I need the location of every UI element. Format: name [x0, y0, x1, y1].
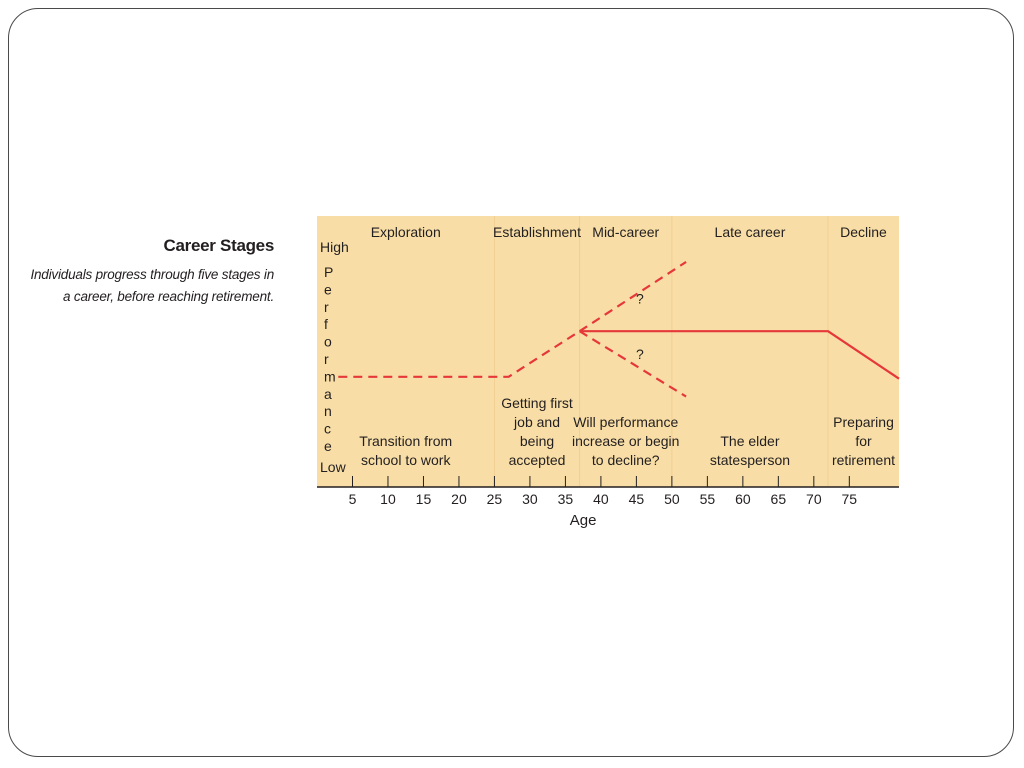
stage-label: Establishment [493, 224, 581, 240]
stage-description-line: statesperson [710, 452, 790, 468]
y-axis-letter: P [324, 264, 333, 280]
x-axis-tick-label: 5 [349, 491, 357, 507]
x-axis-tick-label: 60 [735, 491, 751, 507]
stage-description-line: Will performance [573, 414, 678, 430]
stage-description-line: for [855, 433, 872, 449]
y-axis-letter: c [324, 421, 331, 437]
stage-description-line: to decline? [592, 452, 660, 468]
x-axis-tick-label: 40 [593, 491, 609, 507]
x-axis-label: Age [570, 512, 597, 529]
x-axis-tick-label: 10 [380, 491, 396, 507]
x-axis-tick-label: 55 [700, 491, 716, 507]
stage-description-line: job and [513, 414, 560, 430]
y-axis-letter: r [324, 351, 329, 367]
x-axis-tick-label: 65 [771, 491, 787, 507]
stage-label: Late career [715, 224, 786, 240]
stage-description-line: increase or begin [572, 433, 679, 449]
x-axis-tick-label: 15 [416, 491, 432, 507]
x-axis-tick-label: 45 [629, 491, 645, 507]
x-axis-tick-label: 70 [806, 491, 822, 507]
question-mark-annotation: ? [636, 291, 644, 307]
stage-description-line: Transition from [359, 433, 452, 449]
stage-description-line: Preparing [833, 414, 894, 430]
x-axis-tick-label: 75 [842, 491, 858, 507]
y-axis-letter: e [324, 281, 332, 297]
stage-description-line: school to work [361, 452, 451, 468]
y-axis-letter: m [324, 368, 336, 384]
stage-description-line: Getting first [501, 395, 573, 411]
caption-line-2: a career, before reaching retirement. [63, 289, 274, 304]
stage-label: Exploration [371, 224, 441, 240]
stage-description-line: retirement [832, 452, 895, 468]
dashed-performance-line [338, 330, 581, 378]
chart-caption: Career Stages Individuals progress throu… [0, 236, 274, 308]
y-axis-low-label: Low [320, 459, 347, 475]
y-axis-high-label: High [320, 239, 349, 255]
chart-panel [317, 216, 899, 487]
caption-title: Career Stages [163, 236, 275, 255]
x-axis-tick-label: 25 [487, 491, 503, 507]
x-axis-tick-label: 20 [451, 491, 467, 507]
stage-description-line: accepted [509, 452, 566, 468]
y-axis-letter: e [324, 438, 332, 454]
dashed-performance-line [579, 330, 687, 398]
y-axis-letter: n [324, 403, 332, 419]
stage-label: Decline [840, 224, 887, 240]
career-stages-chart: Exploration Transition from school to work… [317, 216, 900, 529]
x-axis-tick-label: 30 [522, 491, 538, 507]
y-axis-letter: f [324, 316, 328, 332]
solid-performance-line [579, 330, 900, 380]
stage-description-line: The elder [720, 433, 779, 449]
caption-line-1: Individuals progress through five stages… [30, 267, 274, 282]
y-axis-letter: o [324, 334, 332, 350]
question-mark-annotation: ? [636, 346, 644, 362]
stage-description-line: being [520, 433, 554, 449]
dashed-performance-line [579, 260, 687, 333]
y-axis-letter: r [324, 299, 329, 315]
y-axis-letter: a [324, 386, 332, 402]
stage-label: Mid-career [592, 224, 659, 240]
x-axis-tick-label: 50 [664, 491, 680, 507]
x-axis-tick-label: 35 [558, 491, 574, 507]
